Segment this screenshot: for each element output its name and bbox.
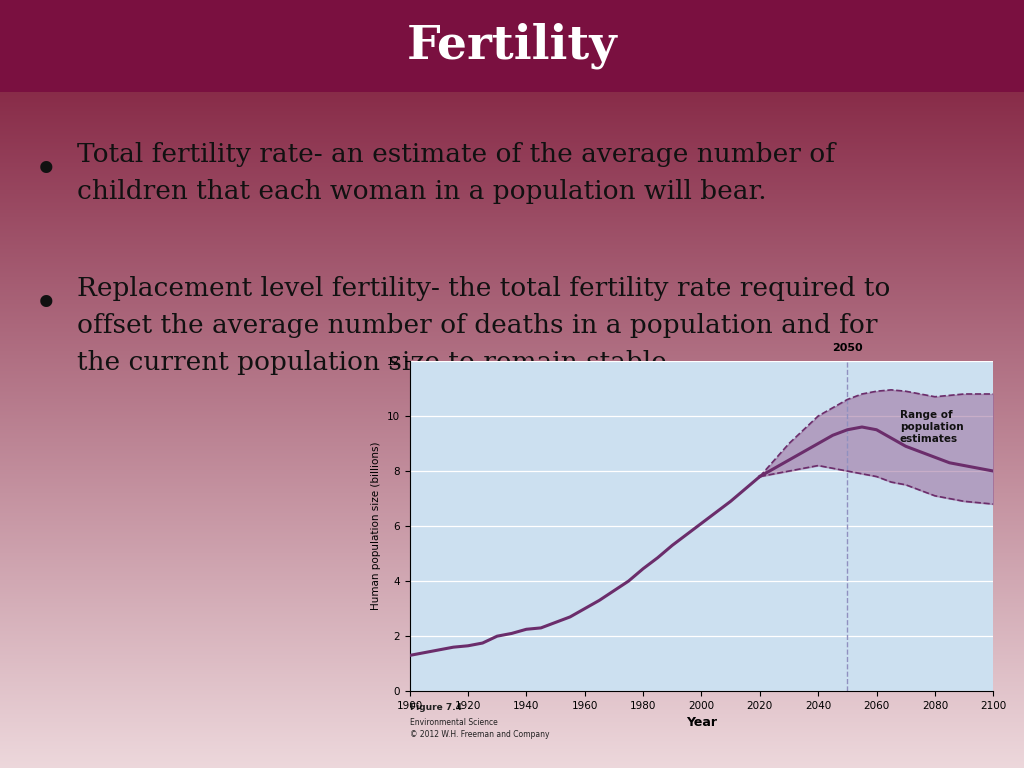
Text: Range of
population
estimates: Range of population estimates: [900, 411, 964, 444]
Text: Fertility: Fertility: [407, 23, 617, 69]
Text: Replacement level fertility- the total fertility rate required to
offset the ave: Replacement level fertility- the total f…: [77, 276, 890, 376]
Text: •: •: [34, 150, 58, 192]
X-axis label: Year: Year: [686, 717, 717, 730]
Text: Environmental Science: Environmental Science: [410, 718, 498, 727]
FancyBboxPatch shape: [0, 0, 1024, 92]
Text: Total fertility rate- an estimate of the average number of
children that each wo: Total fertility rate- an estimate of the…: [77, 142, 835, 204]
Text: Figure 7.4: Figure 7.4: [410, 703, 462, 712]
Text: © 2012 W.H. Freeman and Company: © 2012 W.H. Freeman and Company: [410, 730, 549, 739]
Text: •: •: [34, 284, 58, 326]
Y-axis label: Human population size (billions): Human population size (billions): [371, 442, 381, 611]
Text: 2050: 2050: [833, 343, 862, 353]
